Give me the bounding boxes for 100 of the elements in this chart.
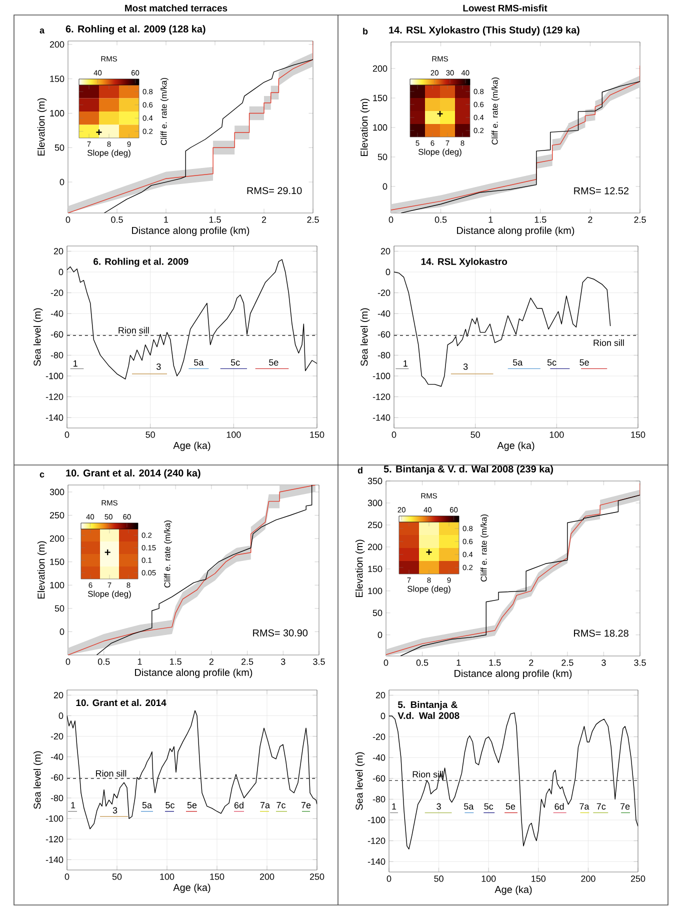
y-tick-label: 0: [60, 628, 64, 635]
x-tick-label: 2.5: [242, 658, 254, 665]
x-tick-label: 150: [532, 876, 546, 882]
line-series: [67, 710, 317, 830]
y-tick-label: -100: [372, 372, 390, 380]
x-tick-label: 1: [164, 216, 168, 223]
annotation: 5a: [513, 359, 523, 366]
annotation: 5a: [142, 802, 152, 808]
y-tick-label: -40: [372, 754, 386, 761]
x-tick-label: 1.5: [209, 216, 221, 223]
y-tick-label: -20: [372, 734, 386, 740]
x-tick-label: 250: [630, 876, 646, 882]
x-tick-label: 150: [310, 432, 324, 438]
y-tick-label: -60: [50, 774, 64, 781]
y-tick-label: 20: [54, 248, 64, 254]
text: 5. Bintanja & V.d. Wal 2008: [398, 701, 460, 719]
x-tick-label: 150: [631, 432, 646, 438]
annotation: 7c: [276, 802, 286, 808]
y-tick-label: 0: [386, 268, 390, 276]
x-tick-label: 100: [226, 432, 241, 438]
y-tick-label: 0: [382, 183, 388, 190]
annotation: 3: [112, 807, 118, 814]
x-tick-label: 0: [64, 432, 70, 438]
chart-title: 6. Rohling et al. 2009 (128 ka): [66, 25, 206, 34]
ref-line-label: Rion sill: [96, 770, 126, 777]
y-tick-label: -140: [46, 856, 64, 863]
ref-line-label: Rion sill: [594, 339, 624, 346]
y-tick-label: 100: [50, 110, 64, 116]
x-tick-label: 100: [482, 876, 496, 882]
annotation: 1: [71, 802, 76, 808]
y-tick-label: -40: [50, 310, 64, 317]
annotation: 7a: [580, 803, 590, 810]
x-tick-label: 2.5: [562, 660, 574, 666]
x-tick-label: 3: [280, 658, 286, 665]
x-tick-label: 3: [602, 660, 606, 666]
y-tick-label: 200: [372, 65, 388, 72]
y-tick-label: -20: [50, 733, 64, 740]
y-tick-label: 0: [58, 268, 64, 276]
x-tick-label: 3.5: [313, 658, 325, 665]
annotation: 5c: [166, 802, 174, 808]
x-tick-label: 2.5: [307, 216, 319, 223]
x-tick-label: 2: [588, 216, 592, 223]
y-tick-label: 20: [380, 248, 390, 254]
y-tick-label: 50: [372, 610, 382, 616]
annotation: 6d: [554, 803, 564, 810]
y-tick-label: 250: [50, 512, 64, 518]
text: b: [363, 28, 368, 34]
x-axis-title: Distance along profile (km): [457, 226, 574, 236]
y-tick-label: 0: [60, 178, 64, 186]
annotation: 7e: [301, 802, 311, 808]
y-tick-label: 50: [378, 154, 388, 160]
annotation: 5c: [230, 359, 240, 366]
annotation: 3: [436, 803, 441, 810]
chart-title: 10. Grant et al. 2014 (240 ka): [66, 469, 200, 478]
y-axis-title: Sea level (m): [33, 308, 43, 366]
annotation: 5e: [187, 802, 197, 808]
y-tick-label: -40: [378, 310, 390, 317]
y-axis-title: Sea level (m): [33, 751, 43, 809]
y-tick-label: 0: [378, 632, 382, 638]
annotation: 5e: [580, 359, 589, 366]
y-tick-label: -140: [368, 858, 386, 865]
text: Lowest RMS-misfit: [463, 4, 548, 12]
annotation: 5e: [506, 803, 516, 810]
x-tick-label: 200: [581, 876, 596, 882]
x-tick-label: 1: [456, 660, 461, 666]
annotation: +: [437, 111, 443, 117]
x-axis-title: Distance along profile (km): [135, 668, 252, 678]
annotation: +: [426, 549, 432, 555]
x-axis-title: Distance along profile (km): [132, 226, 250, 236]
annotation: 5c: [547, 359, 556, 366]
text: 6. Rohling et al. 2009: [94, 258, 188, 267]
x-tick-label: 200: [260, 874, 274, 880]
text: Most matched terraces: [125, 4, 228, 12]
y-axis-title: Elevation (m): [37, 541, 47, 599]
x-tick-label: 150: [210, 874, 224, 880]
y-tick-label: -100: [368, 816, 386, 824]
y-tick-label: 150: [50, 558, 64, 566]
y-tick-label: 50: [54, 605, 64, 612]
y-tick-label: 200: [50, 535, 64, 542]
text: 14. RSL Xylokastro: [421, 258, 508, 267]
x-tick-label: 0.5: [416, 660, 428, 666]
y-tick-label: -60: [372, 775, 386, 782]
y-tick-label: 250: [368, 522, 382, 528]
y-tick-label: -80: [50, 352, 64, 358]
x-tick-label: 50: [112, 874, 122, 880]
y-tick-label: -140: [372, 414, 390, 421]
x-tick-label: 1: [488, 216, 493, 223]
x-tick-label: 100: [550, 432, 564, 438]
y-tick-label: 300: [368, 500, 382, 506]
x-tick-label: 2: [529, 660, 534, 666]
y-tick-label: -80: [372, 796, 386, 802]
y-axis-title: Elevation (m): [355, 540, 365, 598]
y-tick-label: -120: [368, 838, 386, 844]
x-tick-label: 0: [64, 874, 70, 880]
x-axis-title: Age (ka): [494, 886, 532, 895]
y-axis-title: Sea level (m): [360, 308, 370, 366]
x-axis-title: Slope (deg): [418, 148, 462, 157]
x-tick-label: 0.5: [111, 216, 123, 223]
x-axis-title: Age (ka): [173, 442, 210, 451]
x-tick-label: 1.5: [534, 216, 546, 223]
